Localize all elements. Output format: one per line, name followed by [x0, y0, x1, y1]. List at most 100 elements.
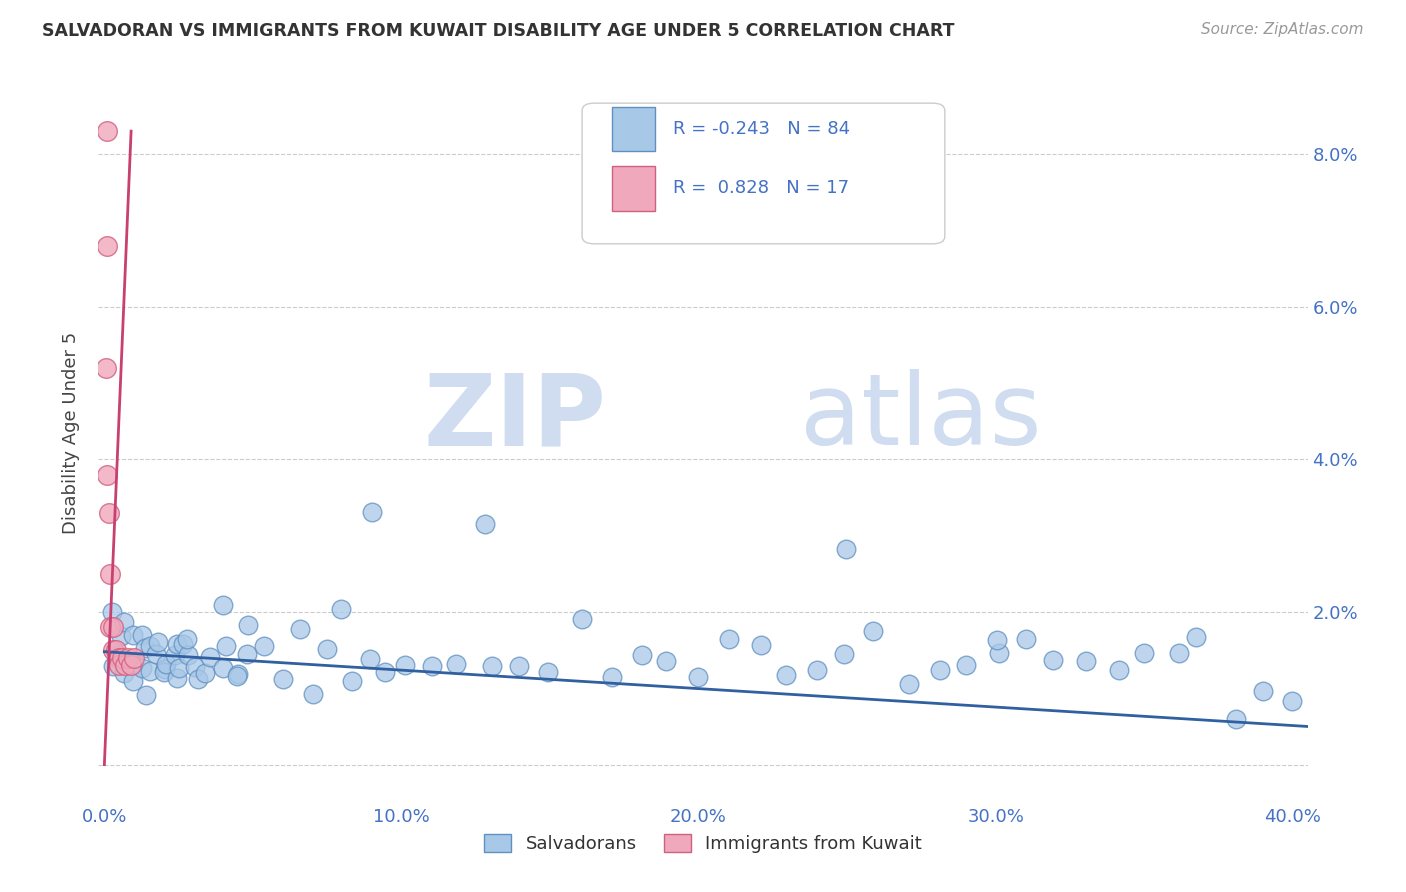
Point	[131, 628, 153, 642]
Text: SALVADORAN VS IMMIGRANTS FROM KUWAIT DISABILITY AGE UNDER 5 CORRELATION CHART: SALVADORAN VS IMMIGRANTS FROM KUWAIT DIS…	[42, 22, 955, 40]
Point	[121, 657, 143, 671]
Point	[1015, 632, 1038, 646]
Point	[145, 647, 167, 661]
Point	[508, 658, 530, 673]
Point	[862, 624, 884, 638]
Point	[98, 566, 121, 581]
Point	[146, 635, 169, 649]
Point	[1042, 653, 1064, 667]
Point	[122, 650, 145, 665]
Point	[253, 639, 276, 653]
Point	[107, 648, 129, 662]
Y-axis label: Disability Age Under 5: Disability Age Under 5	[62, 332, 80, 533]
Point	[775, 667, 797, 681]
Point	[112, 666, 135, 681]
Point	[172, 637, 194, 651]
Point	[108, 658, 131, 673]
Point	[177, 648, 200, 662]
Point	[1251, 684, 1274, 698]
Point	[155, 657, 177, 672]
Point	[987, 646, 1010, 660]
Point	[1133, 646, 1156, 660]
Point	[1074, 654, 1097, 668]
Point	[211, 598, 233, 612]
Point	[101, 658, 124, 673]
Point	[103, 620, 125, 634]
Point	[96, 467, 118, 482]
Legend: Salvadorans, Immigrants from Kuwait: Salvadorans, Immigrants from Kuwait	[477, 827, 929, 861]
Point	[226, 668, 249, 682]
Point	[474, 516, 496, 531]
Point	[718, 632, 741, 646]
Text: Source: ZipAtlas.com: Source: ZipAtlas.com	[1201, 22, 1364, 37]
Point	[1108, 663, 1130, 677]
Point	[236, 618, 259, 632]
Point	[135, 689, 157, 703]
Point	[114, 658, 136, 673]
FancyBboxPatch shape	[582, 103, 945, 244]
Point	[359, 652, 381, 666]
Point	[108, 650, 131, 665]
Point	[187, 673, 209, 687]
Point	[198, 649, 221, 664]
Point	[602, 670, 624, 684]
Point	[929, 663, 952, 677]
Point	[806, 663, 828, 677]
Point	[420, 659, 443, 673]
Point	[153, 665, 176, 679]
Point	[117, 650, 139, 665]
Point	[271, 673, 294, 687]
Point	[301, 688, 323, 702]
Point	[655, 654, 678, 668]
Point	[955, 658, 977, 673]
Point	[394, 658, 416, 673]
Point	[537, 665, 560, 679]
Point	[111, 650, 134, 665]
Point	[138, 665, 160, 679]
Point	[835, 541, 858, 556]
Point	[481, 659, 503, 673]
Point	[315, 641, 337, 656]
Text: R = -0.243   N = 84: R = -0.243 N = 84	[672, 120, 849, 138]
Point	[1167, 647, 1189, 661]
Point	[288, 622, 311, 636]
Point	[1281, 694, 1303, 708]
Point	[105, 643, 128, 657]
Point	[121, 674, 143, 689]
Point	[236, 647, 259, 661]
Point	[374, 665, 396, 679]
Point	[94, 360, 117, 375]
Point	[163, 648, 186, 662]
Point	[330, 602, 353, 616]
Point	[101, 605, 124, 619]
Point	[166, 671, 188, 685]
Point	[444, 657, 467, 672]
Point	[212, 661, 235, 675]
Point	[134, 640, 156, 655]
Point	[215, 639, 238, 653]
Text: R =  0.828   N = 17: R = 0.828 N = 17	[672, 179, 849, 197]
Point	[97, 506, 120, 520]
Point	[342, 673, 364, 688]
Point	[832, 647, 855, 661]
Point	[686, 669, 709, 683]
Point	[167, 661, 190, 675]
Point	[183, 659, 205, 673]
Point	[986, 632, 1008, 647]
Point	[571, 612, 593, 626]
Point	[153, 662, 176, 676]
Point	[122, 628, 145, 642]
Point	[897, 677, 920, 691]
Point	[176, 632, 198, 646]
Point	[1225, 712, 1247, 726]
Point	[96, 124, 118, 138]
Point	[96, 238, 118, 252]
FancyBboxPatch shape	[613, 166, 655, 211]
Point	[103, 643, 125, 657]
Point	[131, 661, 153, 675]
Point	[98, 620, 121, 634]
Point	[749, 639, 772, 653]
Point	[226, 666, 249, 681]
Point	[166, 637, 188, 651]
Point	[1185, 630, 1208, 644]
